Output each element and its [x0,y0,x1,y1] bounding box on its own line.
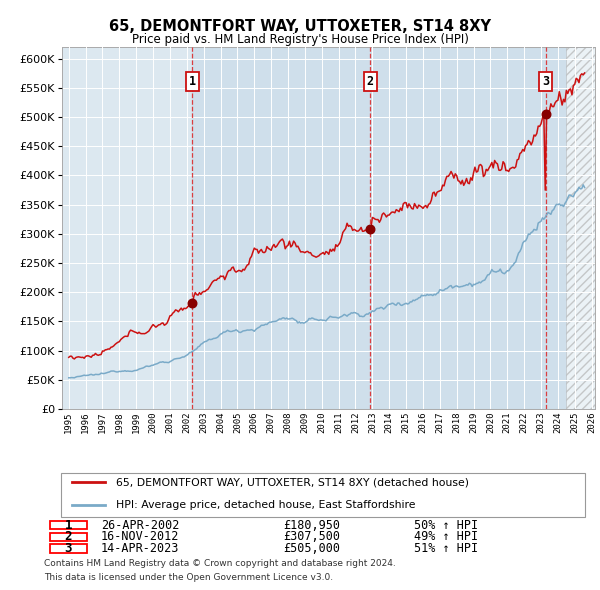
Text: 26-APR-2002: 26-APR-2002 [101,519,179,532]
Text: 2011: 2011 [334,412,343,434]
Text: 1996: 1996 [81,412,90,434]
Point [541,109,551,119]
Text: 51% ↑ HPI: 51% ↑ HPI [414,542,478,555]
Text: 2019: 2019 [469,412,478,434]
FancyBboxPatch shape [50,533,86,541]
Text: 1999: 1999 [132,412,141,434]
Text: 2008: 2008 [284,412,293,434]
Text: 1: 1 [188,75,196,88]
Text: 2003: 2003 [199,412,208,434]
Text: 65, DEMONTFORT WAY, UTTOXETER, ST14 8XY: 65, DEMONTFORT WAY, UTTOXETER, ST14 8XY [109,19,491,34]
Text: 2016: 2016 [418,412,427,434]
Text: 2: 2 [64,530,72,543]
Text: 2000: 2000 [149,412,158,434]
Point [365,225,375,234]
Text: 2022: 2022 [520,412,529,434]
Text: Price paid vs. HM Land Registry's House Price Index (HPI): Price paid vs. HM Land Registry's House … [131,33,469,46]
Text: 1997: 1997 [98,412,107,434]
Text: 2025: 2025 [570,412,579,434]
Point [187,299,197,308]
Text: 2015: 2015 [401,412,410,434]
Text: This data is licensed under the Open Government Licence v3.0.: This data is licensed under the Open Gov… [44,573,333,582]
Text: 2021: 2021 [503,412,512,434]
Text: 49% ↑ HPI: 49% ↑ HPI [414,530,478,543]
Text: £505,000: £505,000 [283,542,340,555]
FancyBboxPatch shape [61,473,584,516]
Text: 2005: 2005 [233,412,242,434]
Bar [192,47,600,409]
FancyBboxPatch shape [50,545,86,553]
Text: 2012: 2012 [351,412,360,434]
Text: 2026: 2026 [587,412,596,434]
Text: 1: 1 [64,519,72,532]
Bar [566,47,600,409]
Text: 2002: 2002 [182,412,191,434]
Text: £180,950: £180,950 [283,519,340,532]
Text: 2024: 2024 [553,412,562,434]
Text: 2014: 2014 [385,412,394,434]
Text: 2017: 2017 [436,412,445,434]
Text: 3: 3 [64,542,72,555]
Text: 1998: 1998 [115,412,124,434]
Text: 14-APR-2023: 14-APR-2023 [101,542,179,555]
FancyBboxPatch shape [50,521,86,529]
Text: Contains HM Land Registry data © Crown copyright and database right 2024.: Contains HM Land Registry data © Crown c… [44,559,396,569]
Text: 2023: 2023 [536,412,545,434]
Text: 2009: 2009 [301,412,310,434]
Text: 2020: 2020 [486,412,495,434]
Text: 2013: 2013 [368,412,377,434]
Text: 2001: 2001 [166,412,175,434]
Text: 16-NOV-2012: 16-NOV-2012 [101,530,179,543]
Text: 2006: 2006 [250,412,259,434]
Text: 1995: 1995 [64,412,73,434]
Text: 2: 2 [367,75,374,88]
Text: 3: 3 [542,75,550,88]
Text: 2007: 2007 [266,412,275,434]
Text: 2004: 2004 [216,412,225,434]
Text: 65, DEMONTFORT WAY, UTTOXETER, ST14 8XY (detached house): 65, DEMONTFORT WAY, UTTOXETER, ST14 8XY … [116,477,469,487]
Text: 2018: 2018 [452,412,461,434]
Text: 2010: 2010 [317,412,326,434]
Text: HPI: Average price, detached house, East Staffordshire: HPI: Average price, detached house, East… [116,500,415,510]
Text: 50% ↑ HPI: 50% ↑ HPI [414,519,478,532]
Text: £307,500: £307,500 [283,530,340,543]
